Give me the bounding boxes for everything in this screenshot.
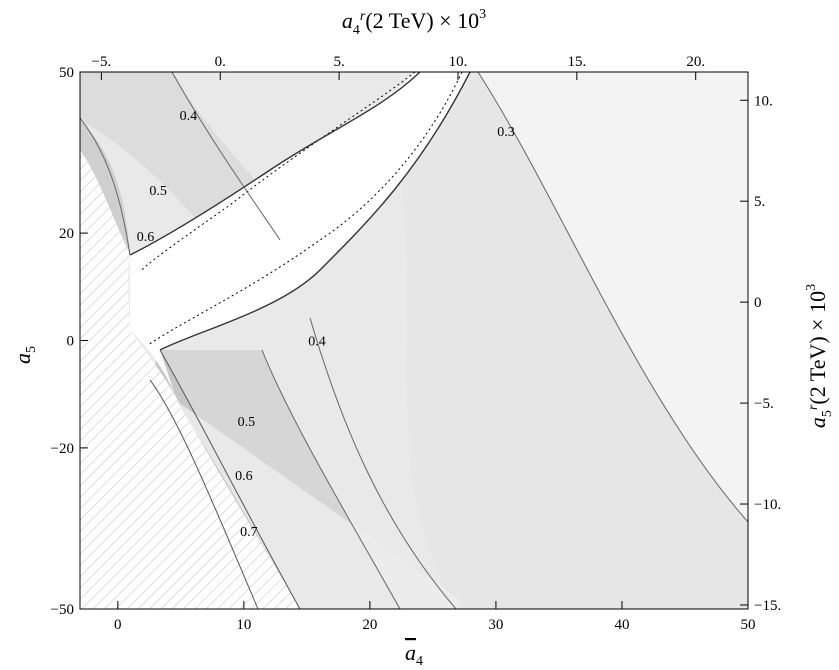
top-tick-label: 20. xyxy=(686,54,705,70)
plot-shading xyxy=(80,72,748,609)
contour-label: 0.7 xyxy=(240,525,258,540)
y-tick-label: 50 xyxy=(59,65,74,81)
right-axis-title: a5r(2 TeV) × 103 xyxy=(804,284,835,428)
right-tick-label: −5. xyxy=(754,396,774,412)
x-tick-label: 40 xyxy=(614,617,629,633)
top-tick-label: −5. xyxy=(92,54,112,70)
contour-label: 0.4 xyxy=(308,335,326,350)
top-tick-label: 10. xyxy=(449,54,468,70)
y-tick-label: 20 xyxy=(59,226,74,242)
contour-labels: 0.4 0.3 0.5 0.6 0.4 0.5 0.6 0.7 xyxy=(137,109,515,540)
top-tick-label: 0. xyxy=(215,54,226,70)
contour-label: 0.6 xyxy=(235,469,253,484)
x-tick-label: 0 xyxy=(114,617,122,633)
contour-label: 0.3 xyxy=(497,125,515,140)
y-tick-label: −50 xyxy=(51,602,74,618)
right-tick-label: 10. xyxy=(754,93,773,109)
contour-label: 0.4 xyxy=(180,109,198,124)
x-tick-label: 20 xyxy=(362,617,377,633)
right-tick-label: 5. xyxy=(754,194,765,210)
x-tick-label: 10 xyxy=(236,617,251,633)
top-axis-title: a4r(2 TeV) × 103 xyxy=(342,7,486,38)
right-tick-label: −10. xyxy=(754,497,781,513)
y-tick-label: −20 xyxy=(51,441,74,457)
contour-label: 0.6 xyxy=(137,230,155,245)
left-axis-title: a5 xyxy=(10,346,39,364)
top-tick-label: 15. xyxy=(567,54,586,70)
contour-label: 0.5 xyxy=(149,184,167,199)
top-tick-label: 5. xyxy=(333,54,344,70)
x-tick-label: 50 xyxy=(741,617,756,633)
axis-tick-labels: 0 10 20 30 40 50 −50 −20 0 20 50 −5. 0. 5. 10. 15. 20. −1… xyxy=(51,54,782,633)
y-tick-label: 0 xyxy=(67,334,75,350)
right-tick-label: 0 xyxy=(754,295,762,311)
x-tick-label: 30 xyxy=(488,617,503,633)
right-tick-label: −15. xyxy=(754,598,781,614)
contour-label: 0.5 xyxy=(238,415,256,430)
x-axis-title: a4 xyxy=(405,640,423,669)
axis-ticks xyxy=(80,71,749,610)
